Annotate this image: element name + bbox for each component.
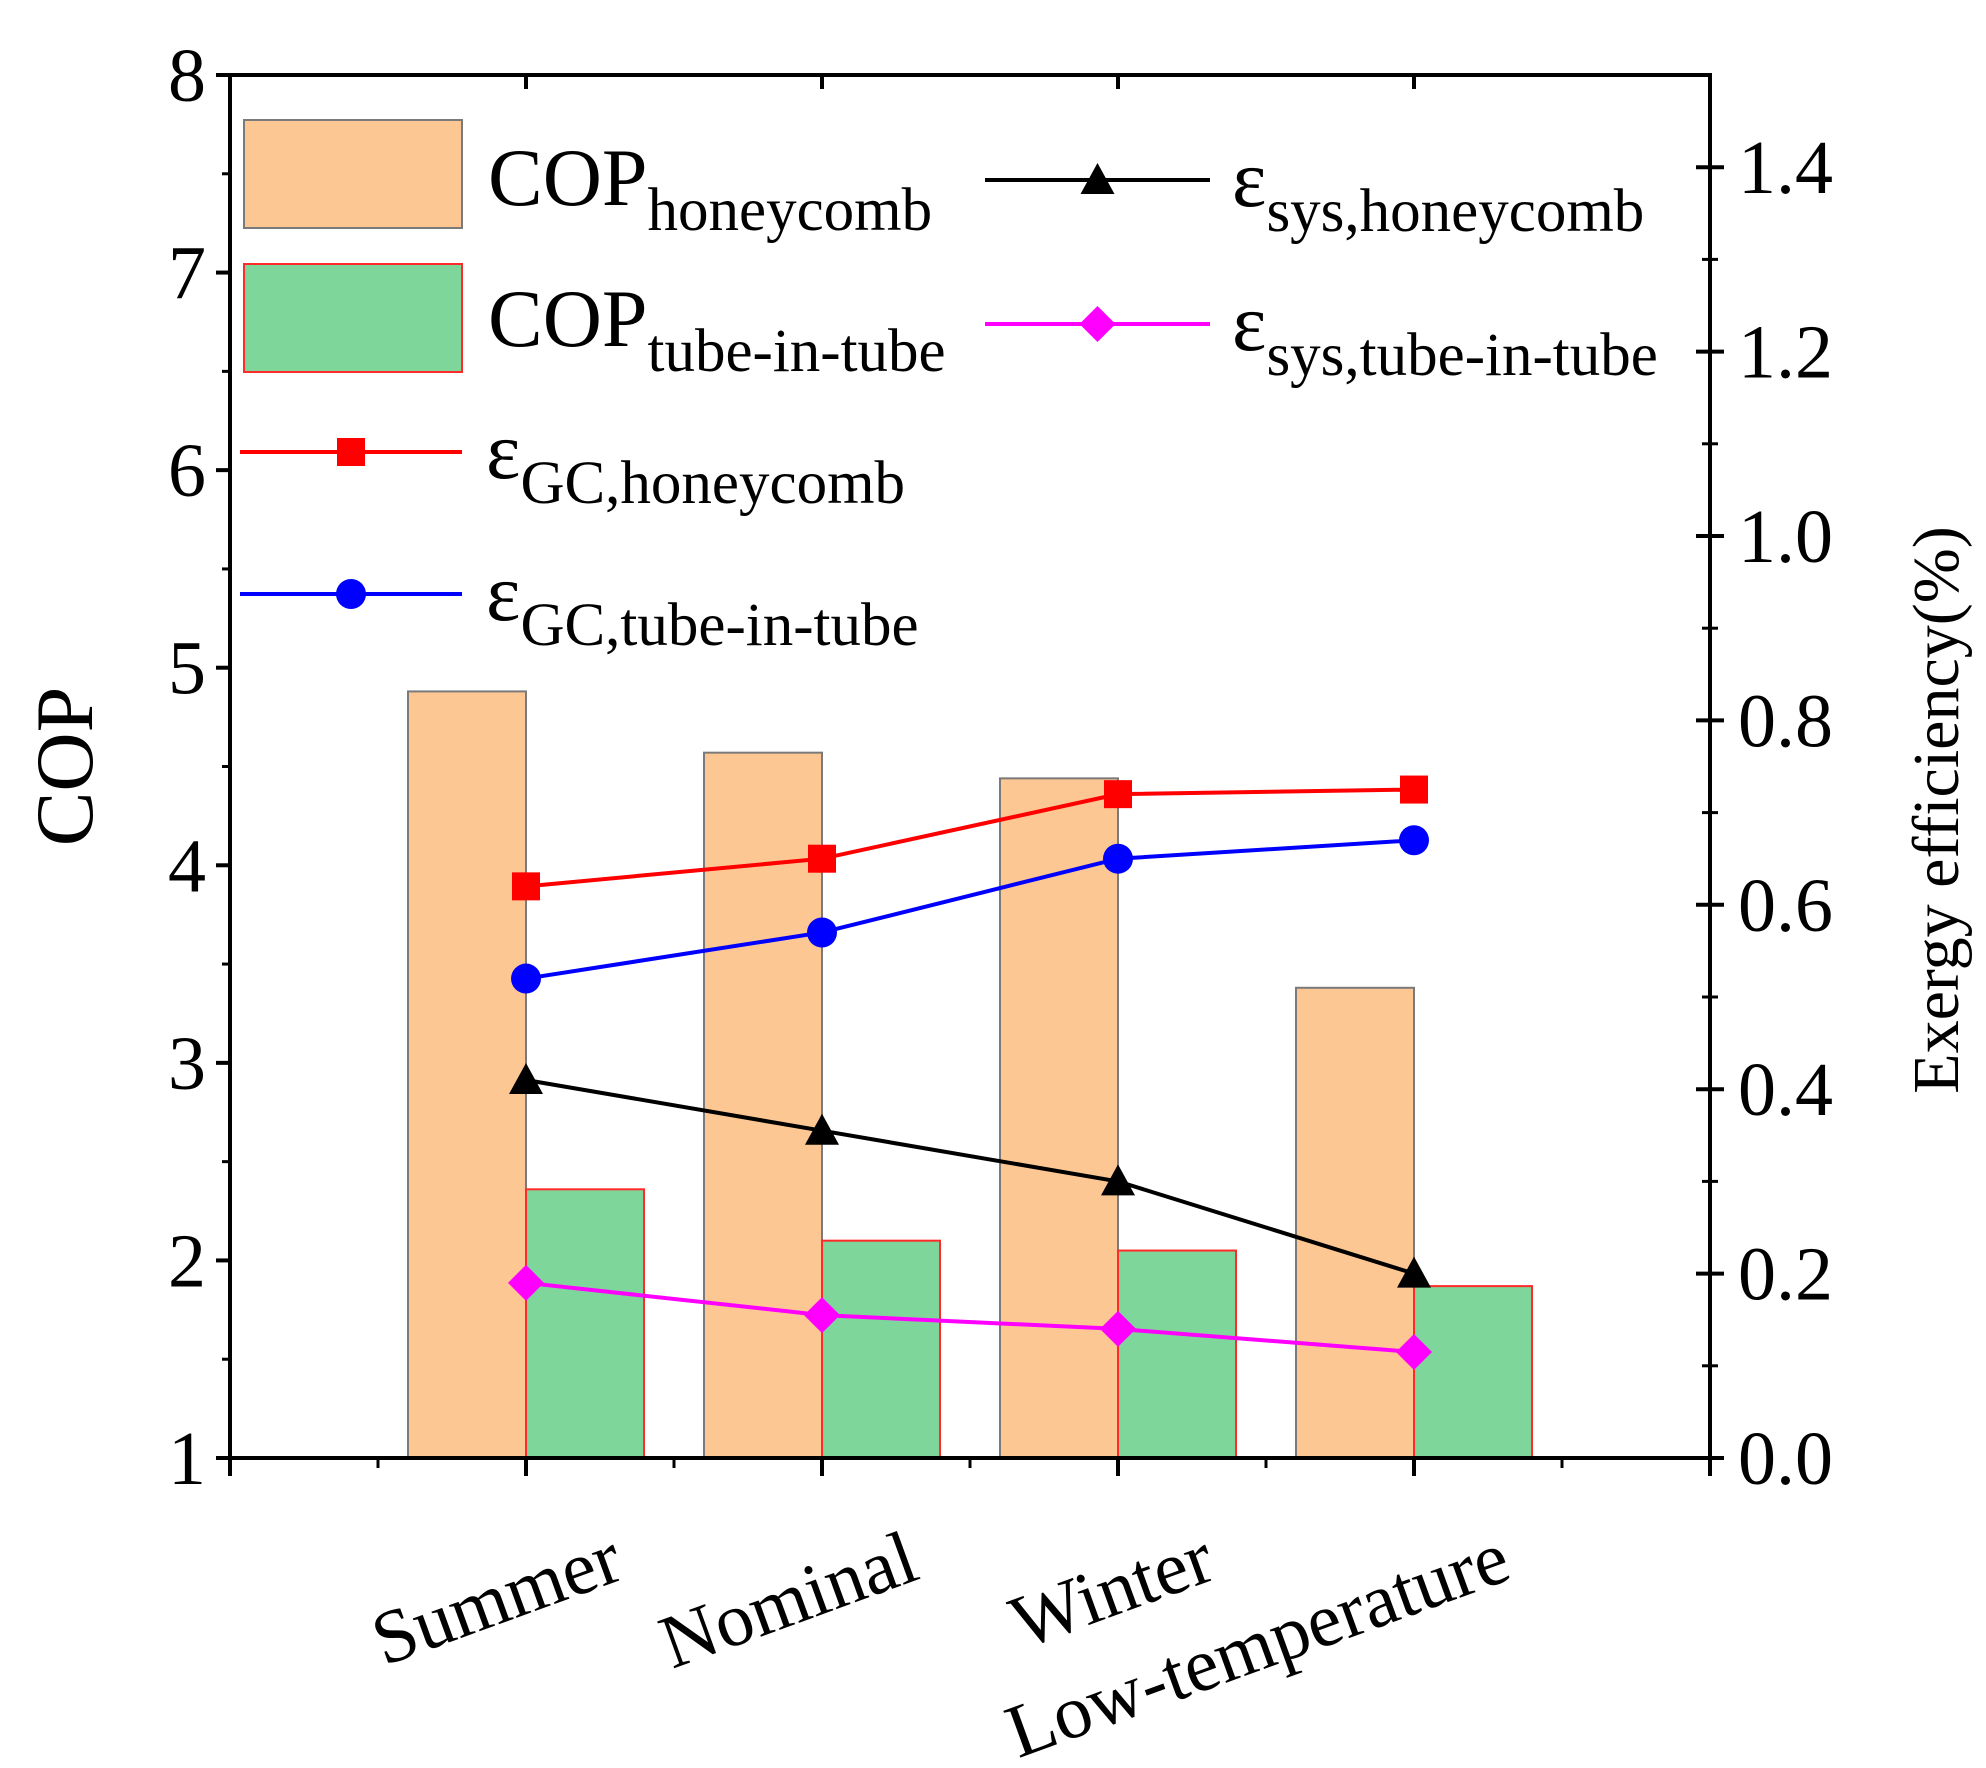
- line-GC,honeycomb: [525, 787, 1415, 889]
- legend-marker-sys,tube-in-tube: [1079, 306, 1116, 342]
- point-sys,tube-in-tube-Summer: [508, 1264, 544, 1301]
- left-tick-label: 3: [168, 1022, 206, 1106]
- x-tick-label-Summer: Summer: [361, 1515, 632, 1682]
- legend-label-cop-honeycomb: COPhoneycomb: [488, 132, 932, 244]
- right-tick-label: 0.8: [1738, 679, 1833, 763]
- left-tick-label: 1: [168, 1417, 206, 1501]
- legend-marker-GC,tube-in-tube: [336, 579, 366, 609]
- point-GC,honeycomb-Winter: [1104, 780, 1132, 809]
- point-sys,tube-in-tube-Nominal: [804, 1297, 840, 1334]
- bar-tube-in-tube-Nominal: [821, 1239, 941, 1459]
- legend-marker-sys,honeycomb: [1080, 163, 1115, 194]
- left-tick-label: 8: [168, 34, 206, 118]
- legend-label-GC,tube-in-tube: εGC,tube-in-tube: [486, 547, 919, 659]
- legend-label-sys,honeycomb-sub: sys,honeycomb: [1266, 178, 1644, 245]
- left-tick-label: 6: [168, 429, 206, 513]
- bar-tube-in-tube-Summer: [525, 1188, 645, 1459]
- point-GC,tube-in-tube-Low-temperature: [1399, 825, 1429, 856]
- point-GC,tube-in-tube-Summer: [511, 963, 541, 994]
- legend-marker-GC,honeycomb: [337, 438, 365, 466]
- bar-honeycomb-Winter: [999, 777, 1119, 1459]
- line-sys,honeycomb: [525, 1078, 1415, 1276]
- legend-label-sys,tube-in-tube-base: ε: [1232, 277, 1266, 368]
- bar-honeycomb-Nominal: [703, 751, 823, 1459]
- left-tick-label: 4: [168, 824, 206, 908]
- legend-label-cop-tube-in-tube-base: COP: [488, 273, 648, 364]
- bar-tube-in-tube-Winter: [1117, 1249, 1237, 1460]
- point-sys,honeycomb-Nominal: [805, 1113, 839, 1145]
- right-tick-label: 1.0: [1738, 495, 1833, 579]
- legend-label-GC,tube-in-tube-sub: GC,tube-in-tube: [520, 592, 918, 659]
- right-tick-label: 1.2: [1738, 311, 1833, 395]
- right-tick-label: 0.4: [1738, 1048, 1833, 1132]
- left-tick-label: 2: [168, 1219, 206, 1303]
- right-tick-label: 0.2: [1738, 1233, 1833, 1317]
- bar-honeycomb-Summer: [407, 690, 527, 1459]
- legend-label-GC,honeycomb-sub: GC,honeycomb: [520, 450, 905, 517]
- right-tick-label: 0.0: [1738, 1417, 1833, 1501]
- line-GC,tube-in-tube: [525, 838, 1415, 981]
- bar-tube-in-tube-Low-temperature: [1413, 1285, 1533, 1460]
- lines-layer: [508, 775, 1432, 1370]
- point-GC,honeycomb-Low-temperature: [1400, 775, 1428, 804]
- point-sys,honeycomb-Low-temperature: [1397, 1256, 1431, 1288]
- legend-label-sys,honeycomb: εsys,honeycomb: [1232, 133, 1644, 245]
- legend-label-cop-tube-in-tube: COPtube-in-tube: [488, 273, 946, 385]
- legend-label-cop-tube-in-tube-sub: tube-in-tube: [648, 318, 946, 385]
- legend-label-sys,tube-in-tube: εsys,tube-in-tube: [1232, 277, 1658, 389]
- left-axis-title: COP: [19, 687, 110, 847]
- line-sys,tube-in-tube: [525, 1280, 1415, 1354]
- point-GC,tube-in-tube-Winter: [1103, 843, 1133, 874]
- legend-label-GC,honeycomb-base: ε: [486, 405, 520, 496]
- legend-label-cop-honeycomb-sub: honeycomb: [648, 177, 933, 244]
- x-tick-label-Nominal: Nominal: [649, 1515, 928, 1685]
- legend-label-sys,honeycomb-base: ε: [1232, 133, 1266, 224]
- point-sys,honeycomb-Winter: [1101, 1164, 1135, 1196]
- legend-layer: COPhoneycombCOPtube-in-tubeεGC,honeycomb…: [240, 119, 1658, 659]
- point-sys,tube-in-tube-Low-temperature: [1396, 1333, 1432, 1370]
- left-tick-label: 7: [168, 232, 206, 316]
- point-sys,honeycomb-Summer: [509, 1062, 543, 1094]
- left-tick-label: 5: [168, 627, 206, 711]
- bars-layer: [407, 690, 1533, 1460]
- legend-swatch-cop-honeycomb: [243, 119, 463, 229]
- point-GC,honeycomb-Summer: [512, 872, 540, 901]
- legend-label-GC,honeycomb: εGC,honeycomb: [486, 405, 905, 517]
- legend-label-cop-honeycomb-base: COP: [488, 132, 648, 223]
- point-sys,tube-in-tube-Winter: [1100, 1310, 1136, 1347]
- legend-label-sys,tube-in-tube-sub: sys,tube-in-tube: [1266, 322, 1657, 389]
- bar-honeycomb-Low-temperature: [1295, 986, 1415, 1460]
- point-GC,tube-in-tube-Nominal: [807, 917, 837, 948]
- right-axis-title: Exergy efficiency(%): [1900, 526, 1973, 1093]
- legend-swatch-cop-tube-in-tube: [243, 263, 463, 373]
- point-GC,honeycomb-Nominal: [808, 844, 836, 873]
- legend-label-GC,tube-in-tube-base: ε: [486, 547, 520, 638]
- right-tick-label: 0.6: [1738, 864, 1833, 948]
- right-tick-label: 1.4: [1738, 126, 1833, 210]
